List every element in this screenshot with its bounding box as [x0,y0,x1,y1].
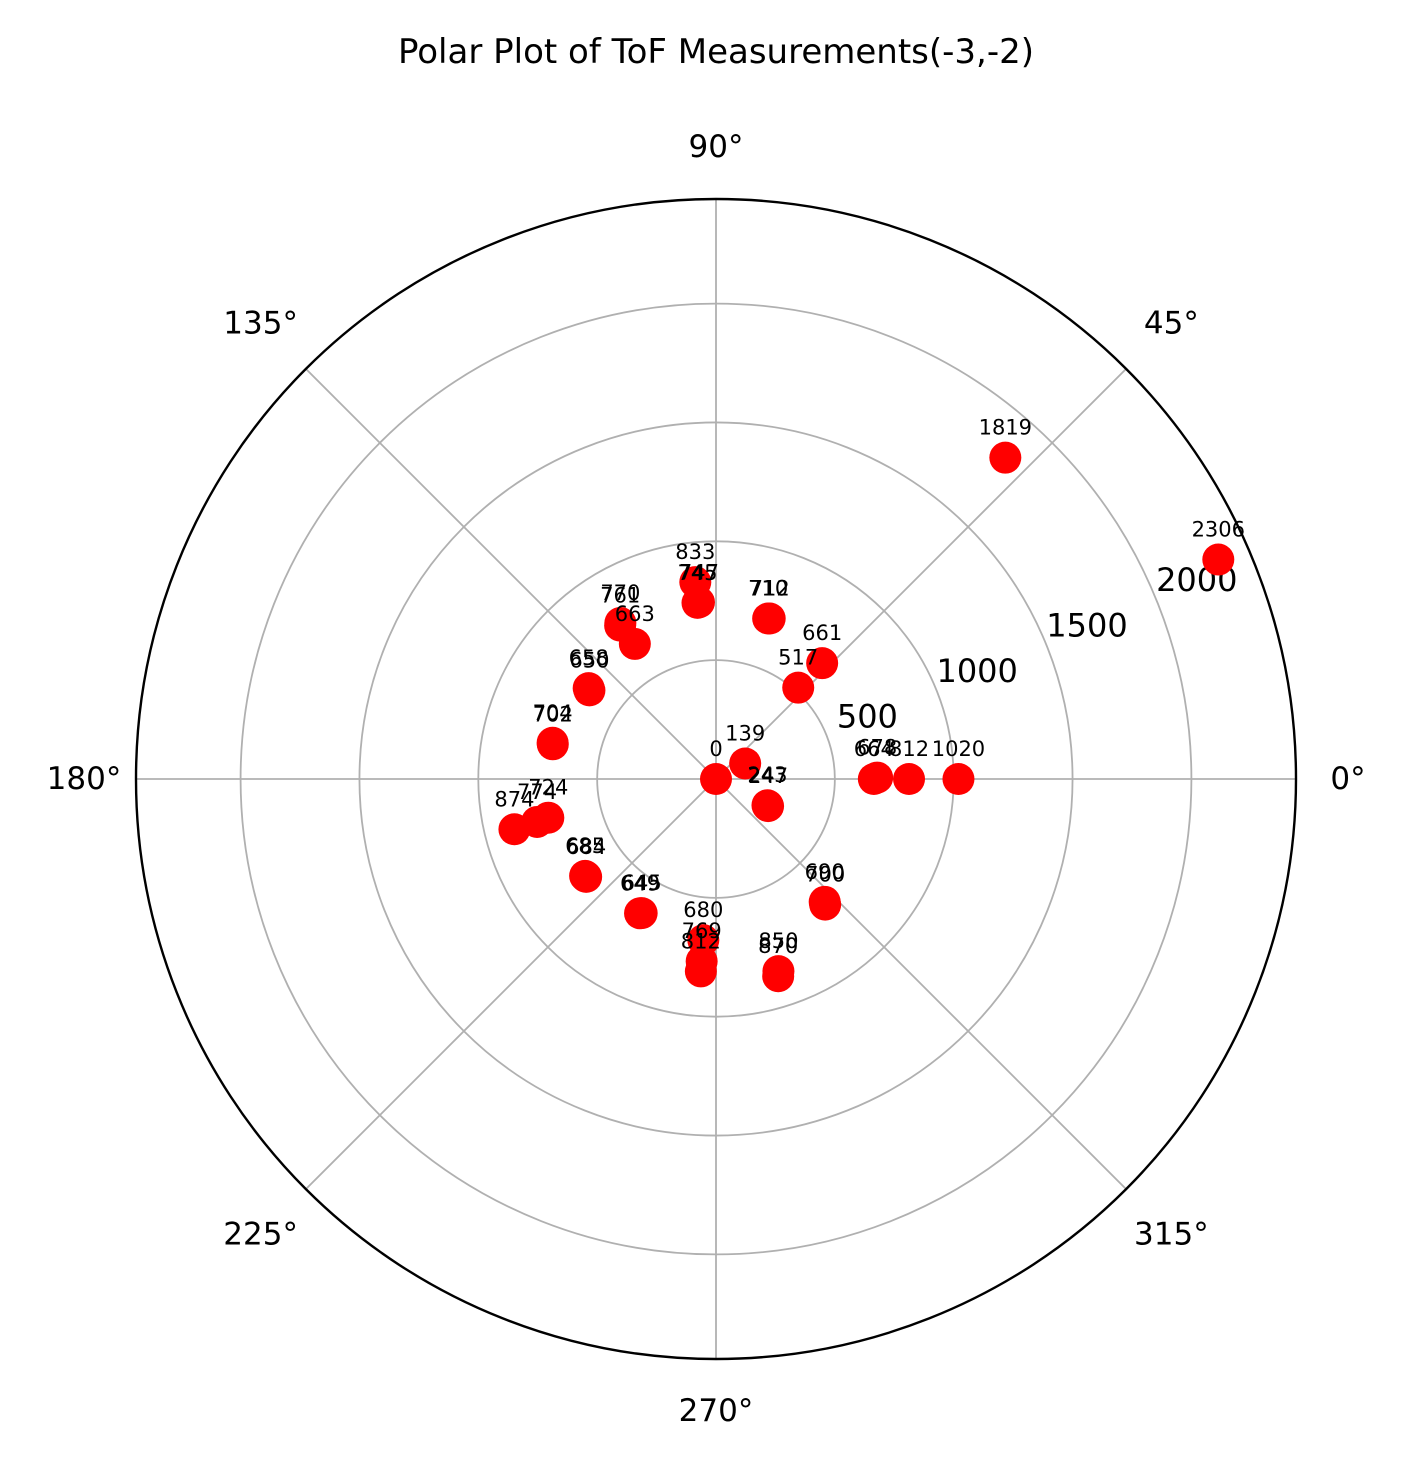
data-point [618,627,651,660]
outer-ring [134,197,1298,1361]
grid-spoke [305,778,717,1190]
data-point-label: 661 [802,621,842,645]
grid-spoke [715,368,1127,780]
data-point [536,726,569,759]
data-point-label: 678 [857,736,897,760]
data-point-label: 664 [854,737,894,761]
data-point [1202,543,1235,576]
data-point-label: 770 [600,581,640,605]
data-point-label: 724 [528,776,568,800]
angle-tick-label: 45° [1144,306,1199,342]
data-point-label: 517 [778,646,818,670]
data-point [572,672,605,705]
angle-tick-label: 225° [223,1216,298,1252]
data-point-label: 243 [747,763,787,787]
data-point [624,897,657,930]
data-point [752,790,785,823]
angle-tick-label: 135° [223,306,298,342]
data-point [679,566,712,599]
grid-spoke [305,368,717,780]
data-point [762,960,795,993]
data-point-label: 769 [682,919,722,943]
data-point-label: 658 [569,646,609,670]
radial-tick-label: 1500 [1046,606,1127,644]
data-point-label: 710 [748,576,788,600]
data-point [684,955,717,988]
plot-layers: 5001000150020000°45°90°135°180°225°270°3… [47,129,1366,1429]
data-point-label: 1819 [979,416,1032,440]
data-point-label: 1020 [932,737,985,761]
data-point [809,888,842,921]
grid-spoke [715,778,1127,1190]
data-point-label: 850 [758,929,798,953]
data-point-label: 745 [677,561,717,585]
data-point-label: 663 [615,602,655,626]
data-point [729,747,762,780]
data-point [893,763,926,795]
angle-tick-label: 0° [1330,761,1365,797]
data-point-label: 649 [620,871,660,895]
radial-tick-label: 500 [837,697,898,735]
angle-tick-label: 315° [1134,1216,1209,1252]
data-point [532,801,565,834]
data-point-label: 702 [533,702,573,726]
data-point [753,602,786,635]
data-point-label: 685 [565,834,605,858]
data-point-label: 700 [805,863,845,887]
data-point-label: 2306 [1192,518,1245,542]
radial-tick-label: 1000 [936,652,1017,690]
data-point-label: 680 [683,898,723,922]
data-point [782,671,815,704]
data-point [989,441,1022,474]
data-point-label: 0 [709,737,722,761]
data-point-label: 774 [517,780,557,804]
data-point-label: 870 [758,934,798,958]
data-point-label: 139 [725,721,765,745]
angle-tick-label: 270° [679,1393,754,1429]
data-point [700,763,732,795]
data-point-label: 833 [675,540,715,564]
data-point [861,761,894,794]
data-point [569,859,602,892]
data-point-label: 645 [622,871,662,895]
chart-title: Polar Plot of ToF Measurements(-3,-2) [398,32,1034,72]
data-point-label: 812 [681,929,721,953]
data-point-label: 704 [533,701,573,725]
data-point-label: 747 [679,560,719,584]
data-point-label: 812 [889,737,929,761]
data-point [942,763,975,795]
data-point-label: 874 [494,787,534,811]
data-point [806,647,839,680]
data-point-label: 247 [748,764,788,788]
data-point-label: 690 [805,860,845,884]
angle-tick-label: 180° [47,761,122,797]
data-point-label: 684 [566,835,606,859]
angle-tick-label: 90° [689,129,744,165]
data-point-label: 761 [600,584,640,608]
data-point-label: 650 [569,648,609,672]
data-point-label: 712 [750,577,790,601]
